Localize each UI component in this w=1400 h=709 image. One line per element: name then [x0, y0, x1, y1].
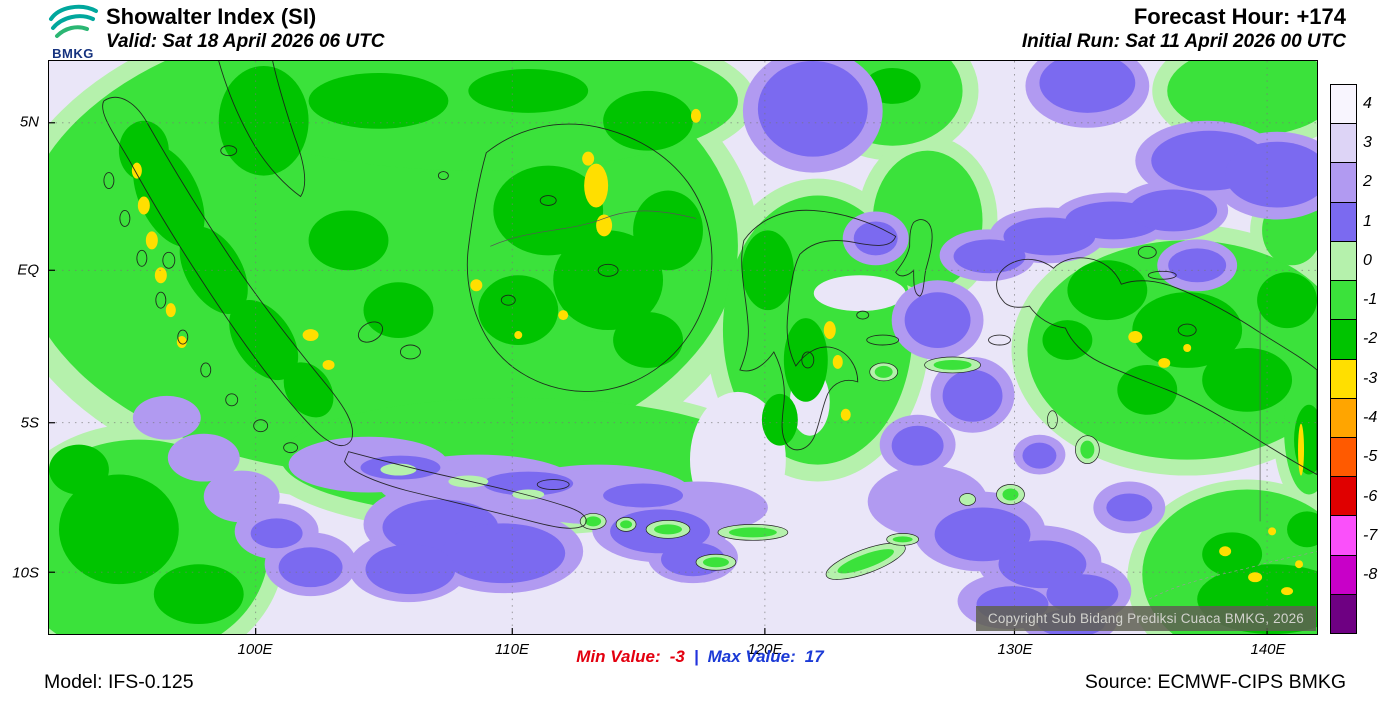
min-value-label: Min Value: [576, 647, 661, 666]
copyright-watermark: Copyright Sub Bidang Prediksi Cuaca BMKG… [975, 606, 1316, 631]
legend-box-0 [1330, 84, 1357, 125]
axis-ticks [49, 122, 1268, 634]
legend-label--3: -3 [1363, 369, 1378, 387]
legend-box-8 [1330, 397, 1357, 438]
si-map-frame: Copyright Sub Bidang Prediksi Cuaca BMKG… [48, 60, 1318, 635]
legend-box-6 [1330, 319, 1357, 360]
bmkg-logo-label: BMKG [52, 46, 94, 61]
forecast-hour: Forecast Hour: +174 [1133, 4, 1346, 29]
min-value: -3 [669, 647, 685, 666]
legend-colorbar [1330, 84, 1357, 635]
legend-label--7: -7 [1363, 526, 1378, 544]
legend-box-2 [1330, 162, 1357, 203]
y-tick-EQ: EQ [17, 261, 39, 279]
x-tick-130E: 130E [997, 641, 1033, 658]
legend-box-11 [1330, 515, 1357, 556]
valid-time: Valid: Sat 18 April 2026 06 UTC [106, 31, 385, 52]
legend-label-1: 1 [1363, 212, 1372, 230]
x-tick-110E: 110E [495, 641, 529, 658]
y-tick-10S: 10S [12, 564, 39, 582]
bmkg-logo: BMKG [44, 3, 102, 61]
y-axis-labels: 5N EQ 5S 10S [0, 0, 44, 709]
legend-label--5: -5 [1363, 448, 1378, 466]
minmax-line: Min Value: -3 | Max Value: 17 [0, 647, 1400, 667]
page-title: Showalter Index (SI) [106, 4, 317, 29]
x-tick-140E: 140E [1250, 641, 1286, 658]
x-tick-100E: 100E [237, 641, 273, 658]
legend-label--2: -2 [1363, 330, 1378, 348]
yellow-hotspot-layer [131, 108, 1305, 596]
legend-labels: 4 3 2 1 0 -1 -2 -3 -4 -5 -6 -7 -8 [1363, 84, 1399, 634]
legend-label--8: -8 [1363, 566, 1378, 584]
source-label: Source: ECMWF-CIPS BMKG [1084, 671, 1346, 693]
bmkg-logo-icon [49, 4, 98, 38]
y-tick-5N: 5N [19, 113, 39, 131]
legend-label-4: 4 [1363, 94, 1372, 112]
coastlines-layer [102, 61, 1317, 529]
legend-label--6: -6 [1363, 487, 1378, 505]
purple-core-layer [250, 61, 1317, 634]
legend-box-9 [1330, 436, 1357, 478]
legend-label-0: 0 [1363, 251, 1372, 269]
x-tick-120E: 120E [747, 641, 783, 658]
legend-label-2: 2 [1363, 173, 1372, 191]
legend-label-3: 3 [1363, 133, 1372, 151]
graticule-layer [49, 61, 1317, 634]
legend-label--1: -1 [1363, 291, 1378, 309]
max-value-label: Max Value: [707, 647, 796, 666]
model-label: Model: IFS-0.125 [44, 671, 194, 693]
legend-box-5 [1330, 280, 1357, 321]
legend-box-10 [1330, 476, 1357, 517]
si-contour-map [49, 61, 1317, 634]
legend-box-3 [1330, 201, 1357, 242]
initial-run: Initial Run: Sat 11 April 2026 00 UTC [1021, 31, 1346, 52]
y-tick-5S: 5S [20, 414, 39, 432]
admin-borders-layer [490, 210, 1317, 600]
legend-box-1 [1330, 123, 1357, 164]
legend-label--4: -4 [1363, 408, 1378, 426]
legend-box-12 [1330, 554, 1357, 595]
legend-box-4 [1330, 240, 1357, 282]
legend-box-13 [1330, 593, 1357, 635]
legend-box-7 [1330, 358, 1357, 399]
max-value: 17 [804, 647, 824, 666]
minmax-separator: | [693, 647, 699, 666]
dark-green-layer [49, 65, 1317, 634]
